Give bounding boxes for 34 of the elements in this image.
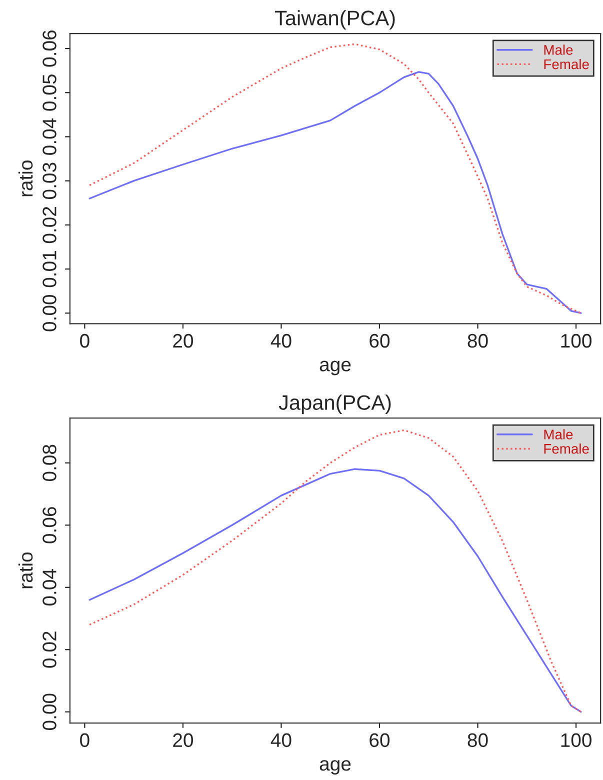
y-tick-label: 0.06 — [42, 30, 56, 67]
y-axis-title: ratio — [18, 552, 33, 588]
legend-label: Male — [544, 44, 573, 55]
x-tick-label: 80 — [468, 733, 488, 748]
legend-label: Female — [544, 58, 589, 70]
y-axis-title: ratio — [18, 160, 33, 196]
x-tick-label: 20 — [173, 334, 194, 348]
y-tick-label: 0.00 — [42, 294, 56, 332]
y-tick-label: 0.02 — [42, 632, 56, 668]
x-tick-label: 100 — [561, 733, 592, 748]
y-tick-label: 0.06 — [42, 507, 56, 544]
y-tick-label: 0.04 — [42, 118, 56, 155]
x-tick-label: 40 — [270, 733, 292, 748]
y-tick-label: 0.04 — [42, 569, 56, 606]
y-tick-label: 0.05 — [42, 74, 56, 111]
y-tick-label: 0.00 — [42, 694, 56, 730]
chart-title: Japan(PCA) — [278, 394, 391, 414]
legend-label: Male — [544, 429, 573, 440]
x-tick-label: 40 — [270, 334, 292, 348]
y-tick-label: 0.08 — [42, 444, 56, 482]
legend-label: Female — [544, 444, 589, 454]
y-tick-label: 0.01 — [42, 251, 56, 288]
x-tick-label: 80 — [468, 334, 488, 348]
x-axis-title: age — [320, 760, 351, 775]
x-tick-label: 0 — [80, 334, 90, 348]
x-tick-label: 100 — [561, 334, 592, 348]
x-tick-label: 0 — [80, 733, 90, 748]
x-tick-label: 20 — [173, 733, 194, 748]
x-tick-label: 60 — [370, 733, 390, 748]
x-axis-title: age — [320, 360, 351, 376]
chart-title: Taiwan(PCA) — [274, 10, 395, 30]
x-tick-label: 60 — [370, 334, 390, 348]
y-tick-label: 0.03 — [42, 162, 56, 199]
y-tick-label: 0.02 — [42, 206, 56, 244]
